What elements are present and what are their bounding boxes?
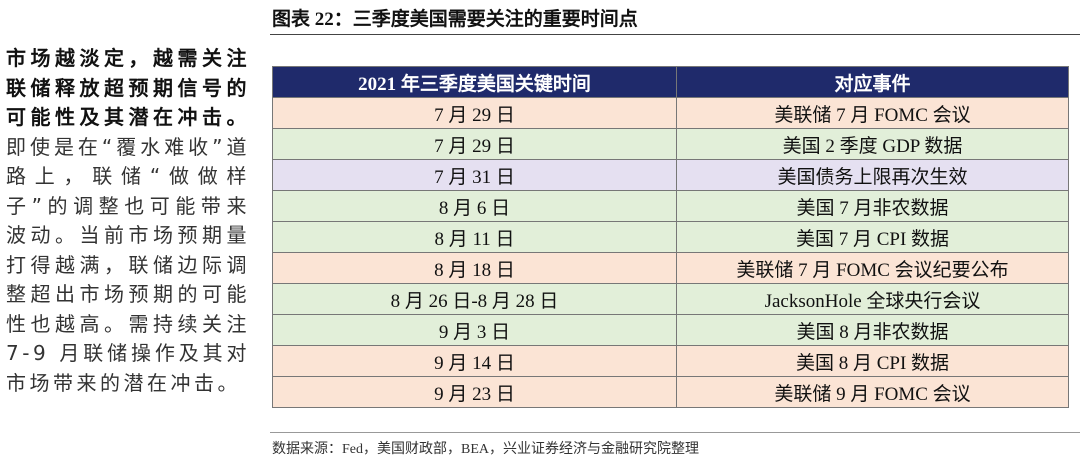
event-cell: 美国 8 月非农数据 xyxy=(676,314,1069,346)
event-cell: 美国 7 月非农数据 xyxy=(676,190,1069,222)
sidebar-text: 即使是在“覆水难收”道路上，联储“做做样子”的调整也可能带来波动。当前市场预期量… xyxy=(6,134,250,395)
table-row: 7 月 29 日美国 2 季度 GDP 数据 xyxy=(272,128,1069,160)
date-cell: 8 月 18 日 xyxy=(272,252,677,284)
header-cell: 对应事件 xyxy=(676,66,1069,98)
event-cell: 美联储 9 月 FOMC 会议 xyxy=(676,376,1069,408)
date-cell: 8 月 11 日 xyxy=(272,221,677,253)
source-rule xyxy=(270,432,1080,433)
header-cell: 2021 年三季度美国关键时间 xyxy=(272,66,677,98)
date-cell: 9 月 23 日 xyxy=(272,376,677,408)
table-row: 8 月 18 日美联储 7 月 FOMC 会议纪要公布 xyxy=(272,252,1069,284)
table-row: 8 月 6 日美国 7 月非农数据 xyxy=(272,190,1069,222)
date-cell: 7 月 31 日 xyxy=(272,159,677,191)
event-table: 2021 年三季度美国关键时间 对应事件 7 月 29 日美联储 7 月 FOM… xyxy=(272,66,1069,408)
table-row: 7 月 29 日美联储 7 月 FOMC 会议 xyxy=(272,97,1069,129)
event-cell: 美联储 7 月 FOMC 会议 xyxy=(676,97,1069,129)
sidebar: 市场越淡定，越需关注联储释放超预期信号的可能性及其潜在冲击。即使是在“覆水难收”… xyxy=(6,44,250,398)
event-cell: 美国 7 月 CPI 数据 xyxy=(676,221,1069,253)
table-body: 7 月 29 日美联储 7 月 FOMC 会议 7 月 29 日美国 2 季度 G… xyxy=(272,97,1069,408)
event-cell: 美联储 7 月 FOMC 会议纪要公布 xyxy=(676,252,1069,284)
event-cell: 美国债务上限再次生效 xyxy=(676,159,1069,191)
source-note: 数据来源：Fed，美国财政部，BEA，兴业证券经济与金融研究院整理 xyxy=(272,442,699,457)
date-cell: 9 月 14 日 xyxy=(272,345,677,377)
date-cell: 7 月 29 日 xyxy=(272,128,677,160)
table-row: 7 月 31 日美国债务上限再次生效 xyxy=(272,159,1069,191)
event-cell: 美国 8 月 CPI 数据 xyxy=(676,345,1069,377)
date-cell: 7 月 29 日 xyxy=(272,97,677,129)
table-row: 9 月 3 日美国 8 月非农数据 xyxy=(272,314,1069,346)
table-row: 8 月 11 日美国 7 月 CPI 数据 xyxy=(272,221,1069,253)
date-cell: 8 月 26 日-8 月 28 日 xyxy=(272,283,677,315)
table-row: 9 月 14 日美国 8 月 CPI 数据 xyxy=(272,345,1069,377)
table-row: 8 月 26 日-8 月 28 日 JacksonHole 全球央行会议 xyxy=(272,283,1069,315)
event-cell: 美国 2 季度 GDP 数据 xyxy=(676,128,1069,160)
header-row: 2021 年三季度美国关键时间 对应事件 xyxy=(272,66,1069,98)
table-row: 9 月 23 日美联储 9 月 FOMC 会议 xyxy=(272,376,1069,408)
title-rule xyxy=(270,34,1080,35)
figure-title: 图表 22：三季度美国需要关注的重要时间点 xyxy=(272,9,638,30)
event-cell: JacksonHole 全球央行会议 xyxy=(676,283,1069,315)
date-cell: 8 月 6 日 xyxy=(272,190,677,222)
sidebar-bold: 市场越淡定，越需关注联储释放超预期信号的可能性及其潜在冲击。 xyxy=(6,46,250,129)
date-cell: 9 月 3 日 xyxy=(272,314,677,346)
